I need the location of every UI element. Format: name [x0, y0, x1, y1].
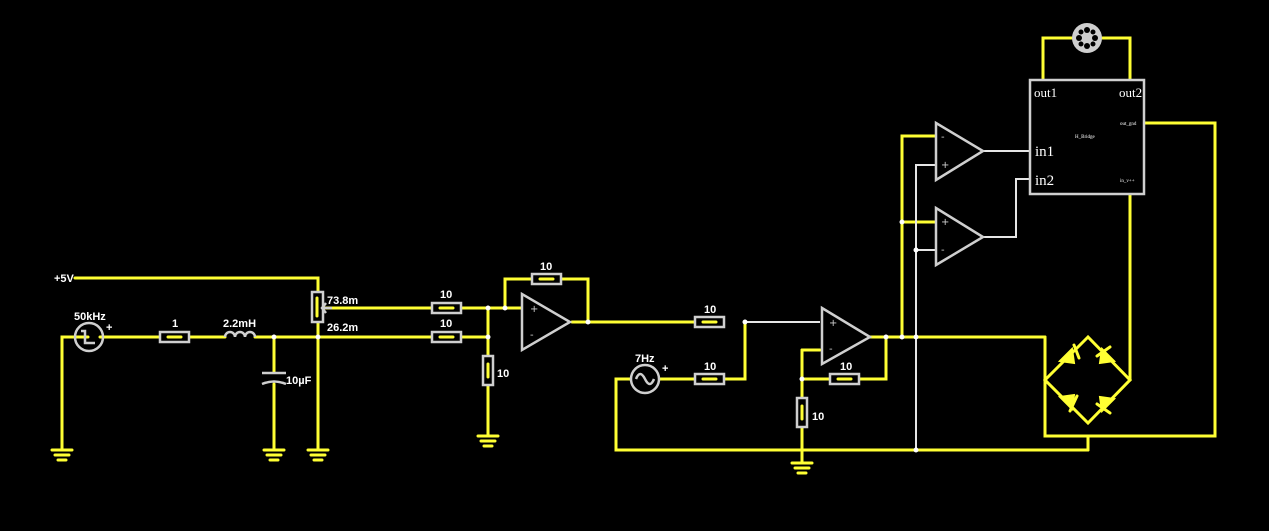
resistor-in2-bottom[interactable] — [693, 372, 726, 386]
sine-source-icon[interactable] — [629, 363, 661, 395]
ground-icon — [790, 461, 814, 475]
wires — [60, 36, 1217, 465]
resistor-feedback2[interactable] — [828, 372, 861, 386]
resistor-shunt1-label: 10 — [497, 368, 509, 380]
pot-lower-label: 26.2m — [327, 322, 358, 334]
resistor-in-top[interactable] — [430, 301, 463, 315]
resistor-shunt2-label: 10 — [812, 411, 824, 423]
opamp-1[interactable] — [520, 291, 573, 353]
opamp-2[interactable] — [820, 305, 873, 367]
h-bridge-out2: out2 — [1119, 85, 1142, 100]
pulse-source-plus: + — [106, 322, 112, 334]
ground-icon — [50, 448, 74, 462]
h-bridge-name: H_Bridge — [1075, 135, 1096, 140]
resistor-in2-top-label: 10 — [704, 304, 716, 316]
pulse-source-icon[interactable] — [73, 321, 105, 353]
resistor-shunt1[interactable] — [481, 354, 495, 387]
motor-icon[interactable] — [1072, 23, 1102, 53]
comparator-1-minus: - — [941, 132, 945, 143]
diode-icon — [1057, 393, 1079, 413]
capacitor-label: 10µF — [286, 375, 312, 387]
diode-icon — [1057, 343, 1081, 365]
inductor[interactable] — [223, 330, 257, 338]
opamp-2-plus: + — [829, 318, 837, 329]
capacitor[interactable] — [261, 371, 287, 386]
supply-label: +5V — [54, 273, 75, 285]
resistor-in2-top[interactable] — [693, 315, 726, 329]
comparator-1-plus: + — [941, 160, 949, 171]
h-bridge-in-vcc: in_v++ — [1120, 179, 1135, 184]
pulse-source-freq: 50kHz — [74, 311, 106, 323]
h-bridge-out1: out1 — [1034, 85, 1057, 100]
comparator-1[interactable] — [934, 120, 986, 183]
resistor-feedback1-label: 10 — [540, 261, 552, 273]
resistor-in2-bottom-label: 10 — [704, 361, 716, 373]
diode-icon — [1095, 345, 1117, 365]
h-bridge-in1: in1 — [1035, 144, 1054, 160]
resistor-feedback1[interactable] — [530, 272, 563, 286]
bridge-rectifier[interactable] — [1042, 334, 1133, 426]
comparator-2-plus: + — [941, 217, 949, 228]
comparator-2[interactable] — [934, 205, 986, 268]
ground-icon — [262, 448, 286, 462]
sine-source-freq: 7Hz — [635, 353, 655, 365]
pot-upper-label: 73.8m — [327, 295, 358, 307]
diode-icon — [1095, 395, 1117, 415]
resistor-shunt2[interactable] — [795, 396, 809, 429]
opamp-2-minus: - — [829, 344, 833, 355]
resistor-in-bottom-label: 10 — [440, 318, 452, 330]
h-bridge-in2: in2 — [1035, 173, 1054, 189]
junctions — [271, 219, 919, 453]
resistor-in-top-label: 10 — [440, 289, 452, 301]
signal-wires — [745, 150, 1030, 450]
sine-source-plus: + — [662, 363, 668, 375]
comparator-2-minus: - — [941, 245, 945, 256]
resistor-feedback2-label: 10 — [840, 361, 852, 373]
resistor-series-label: 1 — [172, 318, 178, 330]
ground-icon — [476, 434, 500, 448]
opamp-1-plus: + — [530, 304, 538, 315]
opamp-1-minus: - — [530, 330, 534, 341]
h-bridge[interactable] — [1028, 78, 1146, 196]
resistor-series[interactable] — [158, 330, 191, 344]
ground-icon — [306, 448, 330, 462]
potentiometer[interactable] — [310, 290, 332, 324]
h-bridge-out-gnd: out_gnd — [1120, 122, 1137, 127]
inductor-label: 2.2mH — [223, 318, 256, 330]
resistor-in-bottom[interactable] — [430, 330, 463, 344]
